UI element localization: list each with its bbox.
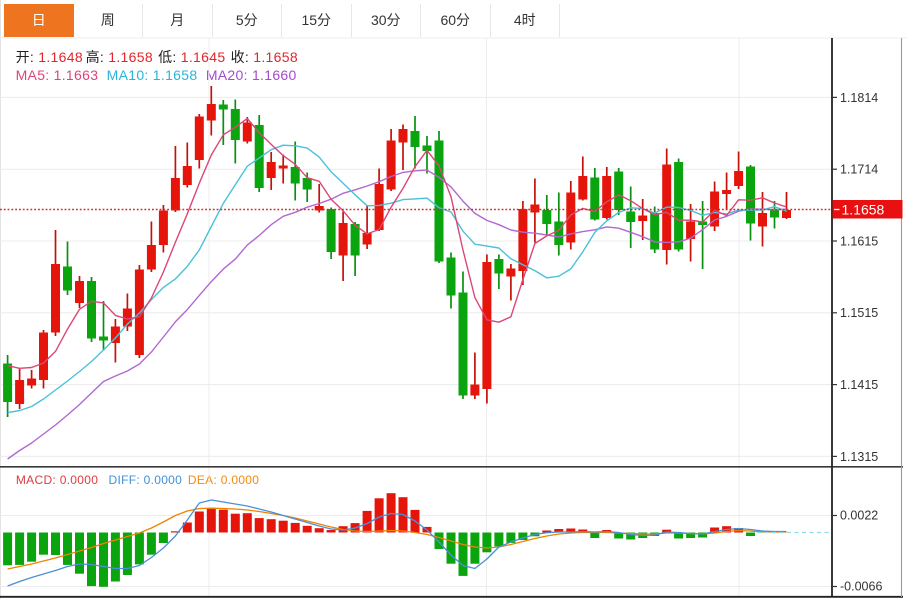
svg-text:0.0022: 0.0022 <box>840 509 878 523</box>
svg-text:1.1814: 1.1814 <box>840 91 878 105</box>
svg-text:1.1315: 1.1315 <box>840 450 878 464</box>
svg-text:1.1714: 1.1714 <box>840 163 878 177</box>
svg-text:-0.0066: -0.0066 <box>840 580 882 594</box>
svg-text:1.1658: 1.1658 <box>842 202 885 218</box>
svg-text:1.1615: 1.1615 <box>840 234 878 248</box>
svg-text:1.1515: 1.1515 <box>840 306 878 320</box>
svg-text:1.1415: 1.1415 <box>840 378 878 392</box>
